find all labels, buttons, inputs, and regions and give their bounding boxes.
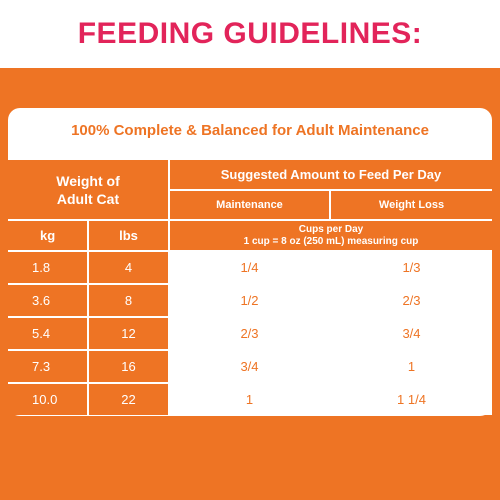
page-title: FEEDING GUIDELINES:: [77, 17, 423, 50]
lbs-cell: 8: [89, 285, 168, 316]
weight-loss-header: Weight Loss: [331, 191, 492, 219]
weight-header: Weight of Adult Cat: [8, 160, 168, 219]
maintenance-cell: 3/4: [170, 351, 329, 382]
suggested-amount-header: Suggested Amount to Feed Per Day: [170, 160, 492, 189]
kg-cell: 5.4: [8, 318, 87, 349]
maintenance-header: Maintenance: [170, 191, 329, 219]
kg-cell: 3.6: [8, 285, 87, 316]
cups-per-day-label: Cups per Day: [298, 223, 364, 235]
kg-cell: 1.8: [8, 252, 87, 283]
weight-loss-cell: 1: [331, 351, 492, 382]
weight-loss-cell: 3/4: [331, 318, 492, 349]
title-band: [0, 0, 500, 68]
maintenance-cell: 1/4: [170, 252, 329, 283]
weight-loss-cell: 1 1/4: [331, 384, 492, 415]
kg-cell: 10.0: [8, 384, 87, 415]
cups-note-header: Cups per Day 1 cup = 8 oz (250 mL) measu…: [170, 221, 492, 250]
lbs-cell: 4: [89, 252, 168, 283]
kg-header: kg: [8, 221, 87, 250]
maintenance-cell: 2/3: [170, 318, 329, 349]
lbs-cell: 22: [89, 384, 168, 415]
weight-loss-cell: 1/3: [331, 252, 492, 283]
cup-measure-label: 1 cup = 8 oz (250 mL) measuring cup: [243, 235, 419, 247]
weight-loss-cell: 2/3: [331, 285, 492, 316]
lbs-cell: 12: [89, 318, 168, 349]
maintenance-cell: 1: [170, 384, 329, 415]
table-subtitle: 100% Complete & Balanced for Adult Maint…: [71, 122, 429, 139]
lbs-cell: 16: [89, 351, 168, 382]
lbs-header: lbs: [89, 221, 168, 250]
maintenance-cell: 1/2: [170, 285, 329, 316]
kg-cell: 7.3: [8, 351, 87, 382]
